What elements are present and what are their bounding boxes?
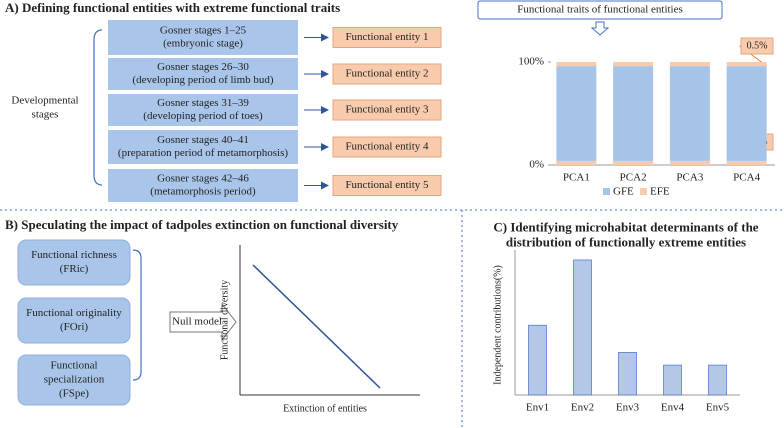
- stage-text: Gosner stages 31–39: [157, 97, 249, 109]
- down-arrow: [590, 21, 610, 36]
- stage-text: (metamorphosis period): [150, 186, 256, 198]
- measure-text: (FSpe): [59, 388, 89, 400]
- bar-segment: [556, 160, 597, 165]
- bar: [618, 352, 637, 396]
- y-tick-label: 0%: [529, 159, 544, 171]
- bar: [708, 364, 727, 396]
- x-tick-label: PCA2: [620, 172, 647, 184]
- bar-segment: [613, 160, 654, 165]
- panel-c-title: distribution of functionally extreme ent…: [506, 234, 746, 249]
- entity-box: [332, 175, 442, 196]
- entity-text: Functional entity 5: [345, 179, 429, 191]
- bar: [528, 324, 547, 396]
- bracket: [132, 249, 142, 381]
- stage-box: [108, 20, 298, 55]
- bar-segment: [669, 66, 710, 161]
- stage-text: Gosner stages 40–41: [157, 134, 249, 146]
- x-label: Extinction of entities: [283, 403, 367, 414]
- measure-box: [17, 297, 131, 344]
- y-tick-label: 100%: [518, 56, 544, 68]
- annotation-box: [740, 37, 774, 55]
- bar-segment: [726, 66, 767, 161]
- bar-segment: [669, 160, 710, 165]
- bar-segment: [556, 62, 597, 67]
- legend-label: EFE: [650, 186, 670, 198]
- annotation: 0.5%: [747, 40, 768, 51]
- entity-box: [332, 136, 442, 158]
- stage-box: [108, 58, 298, 90]
- panel-c-title: C) Identifying microhabitat determinants…: [493, 219, 758, 234]
- legend-label: GFE: [613, 186, 634, 198]
- entity-text: Functional entity 2: [345, 68, 428, 80]
- developmental-label: Developmental: [11, 95, 78, 107]
- developmental-label: stages: [32, 109, 59, 121]
- bar-segment: [669, 62, 710, 67]
- bar-segment: [726, 160, 767, 165]
- null-model-arrow: [169, 302, 237, 342]
- stage-text: Gosner stages 26–30: [157, 61, 249, 73]
- entity-text: Functional entity 3: [345, 104, 429, 116]
- x-tick-label: Env4: [661, 402, 685, 414]
- entity-text: Functional entity 1: [345, 31, 428, 43]
- stage-box: [108, 130, 298, 164]
- trend-line: [252, 264, 381, 389]
- x-tick-label: PCA4: [733, 172, 760, 184]
- stage-box: [108, 94, 298, 126]
- stage-text: Gosner stages 42–46: [157, 173, 249, 185]
- y-label: Functional diversity: [219, 280, 230, 360]
- entity-text: Functional entity 4: [345, 141, 429, 153]
- measure-text: specialization: [44, 374, 105, 386]
- measure-text: Functional originality: [26, 307, 122, 319]
- bar-segment: [556, 66, 597, 161]
- null-model: Null model: [172, 316, 222, 328]
- chart-title-box: [477, 0, 723, 20]
- panel-a-title: A) Defining functional entities with ext…: [5, 0, 340, 15]
- stage-text: (preparation period of metamorphosis): [118, 147, 288, 159]
- stage-text: Gosner stages 1–25: [160, 25, 247, 37]
- measure-text: Functional richness: [31, 249, 117, 261]
- bar-segment: [726, 62, 767, 67]
- chart-title: Functional traits of functional entities: [517, 4, 683, 16]
- stage-text: (embryonic stage): [163, 38, 243, 50]
- bar-segment: [613, 66, 654, 161]
- entity-box: [332, 63, 442, 85]
- bar: [663, 364, 682, 396]
- y-label: Independent contributions(%): [492, 265, 503, 385]
- x-tick-label: Env5: [706, 402, 730, 414]
- measure-text: (FRic): [60, 263, 89, 275]
- panel-b-title: B) Speculating the impact of tadpoles ex…: [5, 217, 399, 232]
- measure-box: [17, 239, 131, 286]
- x-tick-label: PCA3: [676, 172, 703, 184]
- measure-text: Functional: [50, 360, 97, 372]
- legend-swatch: [603, 188, 610, 195]
- stage-text: (developing period of toes): [143, 110, 263, 122]
- x-tick-label: Env2: [571, 402, 594, 414]
- x-tick-label: Env1: [526, 402, 549, 414]
- x-tick-label: PCA1: [563, 172, 590, 184]
- measure-text: (FOri): [60, 321, 88, 333]
- bar-segment: [613, 62, 654, 67]
- entity-box: [332, 99, 442, 121]
- stage-text: (developing period of limb bud): [132, 74, 273, 86]
- legend-swatch: [640, 188, 647, 195]
- measure-box: [17, 354, 131, 406]
- bar: [573, 259, 592, 396]
- bracket: [93, 29, 103, 186]
- stage-box: [108, 169, 298, 202]
- x-tick-label: Env3: [616, 402, 640, 414]
- entity-box: [332, 27, 442, 48]
